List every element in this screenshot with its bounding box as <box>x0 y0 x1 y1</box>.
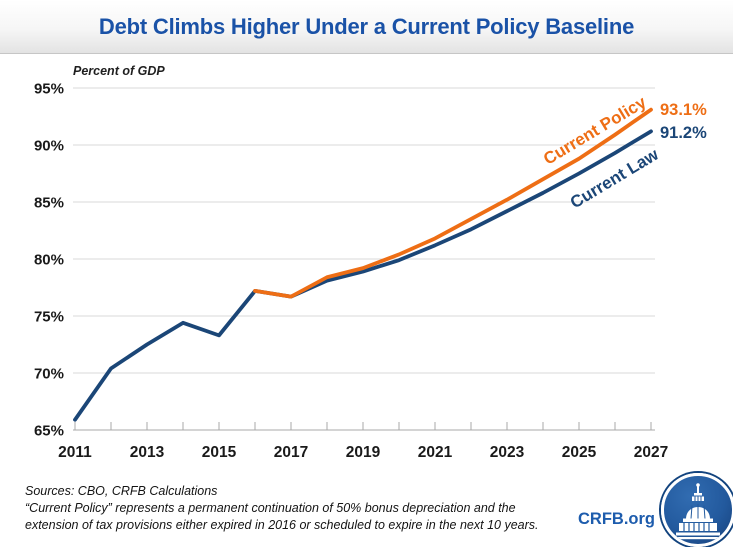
y-axis-tick-label: 75% <box>34 309 64 326</box>
y-axis-tick-label: 95% <box>34 81 64 98</box>
y-axis-tick-label: 80% <box>34 252 64 269</box>
source-notes: Sources: CBO, CRFB Calculations “Current… <box>25 483 600 534</box>
current-law-series-label: Current Law <box>566 144 662 213</box>
x-axis-tick-label: 2021 <box>418 444 453 461</box>
x-axis-tick-label: 2025 <box>562 444 597 461</box>
y-axis-tick-label: 65% <box>34 423 64 440</box>
note-line-1: “Current Policy” represents a permanent … <box>25 501 516 515</box>
x-axis-tick-label: 2015 <box>202 444 237 461</box>
crfb-org-link[interactable]: CRFB.org <box>578 510 655 528</box>
current-policy-end-value: 93.1% <box>660 101 707 119</box>
sources-line: Sources: CBO, CRFB Calculations <box>25 484 218 498</box>
title-bar: Debt Climbs Higher Under a Current Polic… <box>0 0 733 54</box>
series-line-current-law <box>73 129 653 422</box>
y-axis-tick-label: 90% <box>34 138 64 155</box>
capitol-dome-icon <box>676 483 720 540</box>
crfb-capitol-logo[interactable] <box>661 473 733 547</box>
chart-title: Debt Climbs Higher Under a Current Polic… <box>98 13 635 39</box>
x-axis-tick-label: 2017 <box>274 444 308 461</box>
current-law-end-value: 91.2% <box>660 124 707 142</box>
y-axis-unit-label: Percent of GDP <box>73 64 165 78</box>
x-axis-tick-label: 2027 <box>634 444 668 461</box>
x-axis-tick-label: 2019 <box>346 444 381 461</box>
y-axis-tick-label: 85% <box>34 195 64 212</box>
note-line-2: extension of tax provisions either expir… <box>25 518 539 532</box>
x-axis-tick-label: 2013 <box>130 444 165 461</box>
x-axis-tick-label: 2023 <box>490 444 525 461</box>
x-axis-tick-label: 2011 <box>58 444 92 461</box>
y-axis-tick-label: 70% <box>34 366 64 383</box>
